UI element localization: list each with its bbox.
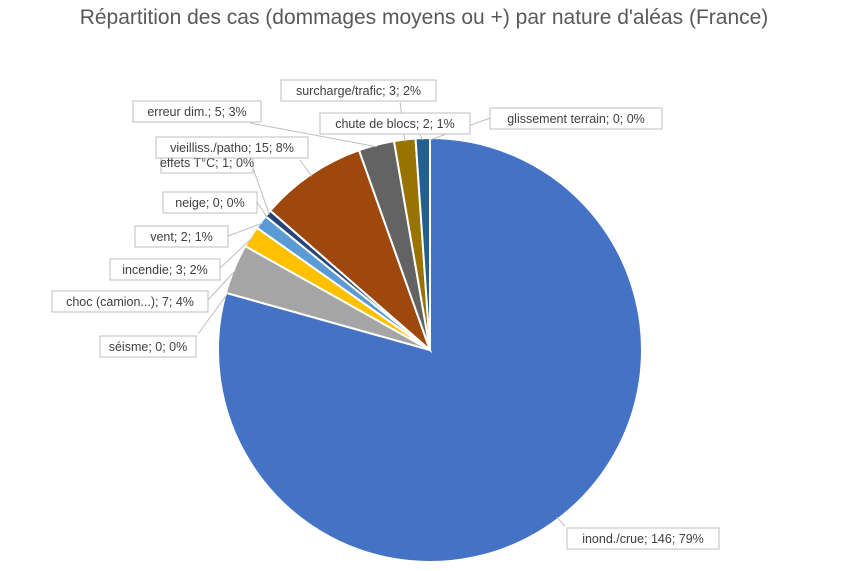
data-label-2: choc (camion...); 7; 4%	[66, 295, 194, 309]
data-label-box-11	[489, 107, 663, 130]
data-label-box-2	[51, 290, 209, 313]
pie-slices	[217, 136, 643, 563]
leader-line-10	[419, 134, 424, 141]
data-label-11: glissement terrain; 0; 0%	[507, 112, 645, 126]
leader-line-3	[219, 237, 253, 269]
data-label-box-8	[132, 100, 262, 123]
data-label-1: séisme; 0; 0%	[109, 340, 188, 354]
data-label-6: effets T°C; 1; 0%	[160, 156, 254, 170]
leader-line-6	[252, 167, 270, 215]
data-label-box-0	[566, 527, 720, 550]
data-label-8: erreur dim.; 5; 3%	[147, 105, 246, 119]
data-label-box-9	[280, 79, 437, 102]
data-label-box-1	[99, 335, 197, 358]
leader-line-7	[299, 159, 313, 177]
data-label-box-10	[319, 112, 471, 135]
data-label-4: vent; 2; 1%	[150, 230, 213, 244]
chart-title: Répartition des cas (dommages moyens ou …	[79, 6, 769, 29]
data-label-9: surcharge/trafic; 3; 2%	[296, 84, 421, 98]
data-label-0: inond./crue; 146; 79%	[582, 532, 704, 546]
leader-line-0	[556, 516, 566, 527]
leader-line-1	[197, 293, 229, 335]
leader-line-2	[207, 269, 237, 301]
leader-line-4	[227, 222, 263, 237]
label-leader-lines	[197, 101, 566, 527]
leader-line-5	[256, 201, 268, 218]
leader-line-8	[249, 122, 377, 148]
data-label-box-7	[155, 136, 309, 159]
pie-slice-10	[414, 136, 431, 351]
data-label-7: vieilliss./patho; 15; 8%	[170, 141, 294, 155]
data-label-3: incendie; 3; 2%	[122, 263, 207, 277]
data-label-box-3	[109, 258, 221, 281]
data-label-10: chute de blocs; 2; 1%	[335, 117, 455, 131]
data-labels: inond./crue; 146; 79% séisme; 0; 0% choc (…	[51, 79, 720, 550]
data-label-5: neige; 0; 0%	[175, 196, 245, 210]
data-label-box-5	[162, 191, 258, 214]
data-label-box-4	[134, 225, 229, 248]
